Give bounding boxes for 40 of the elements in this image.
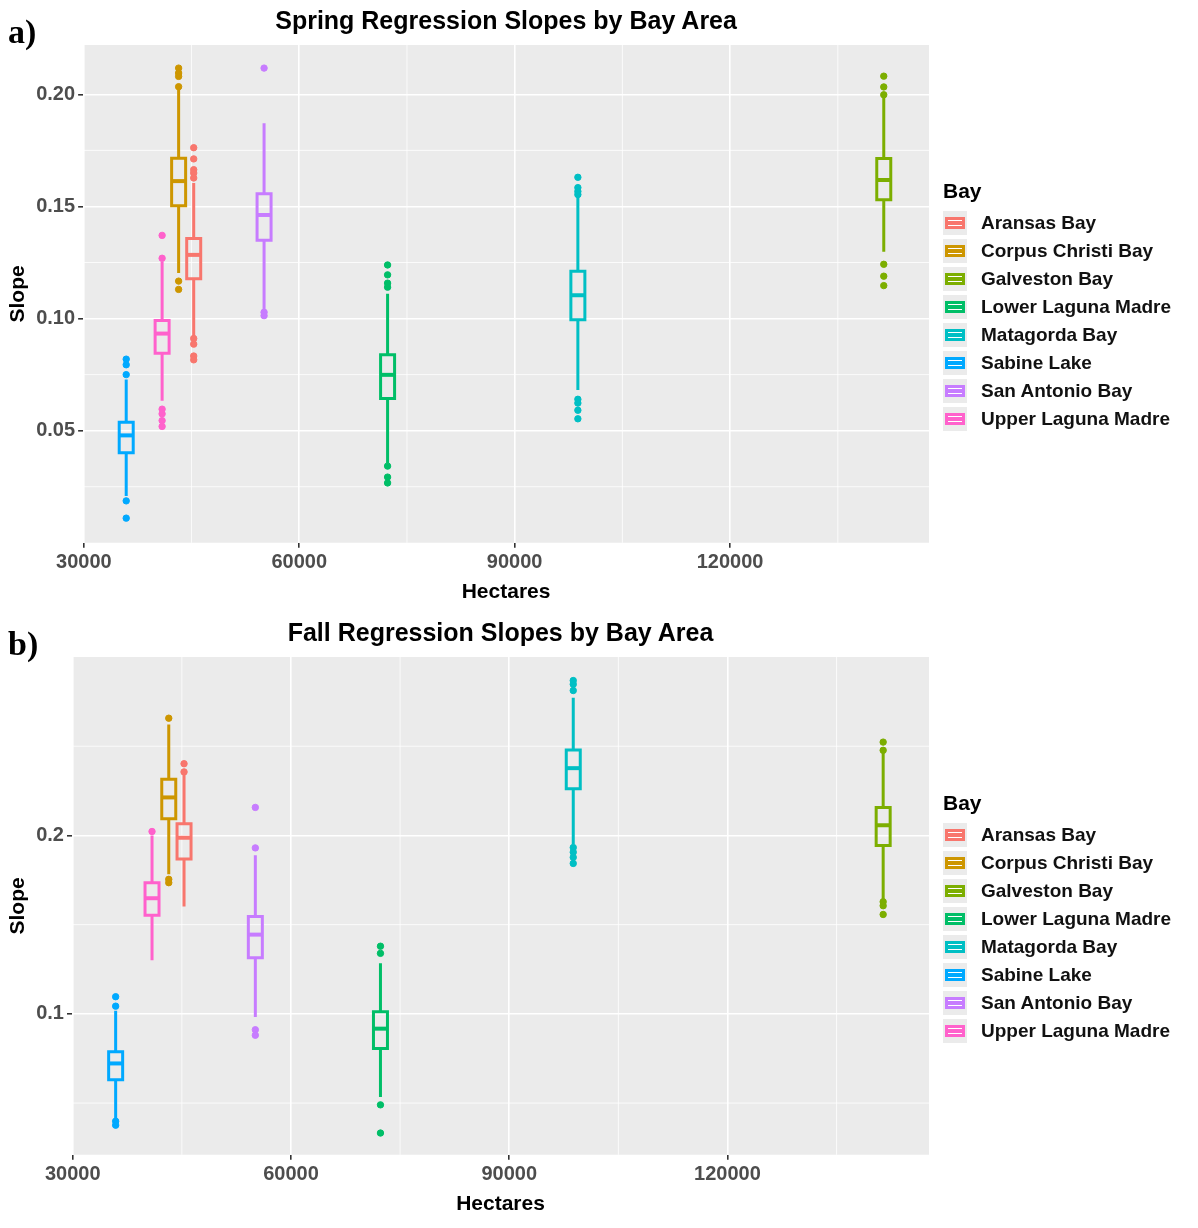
x-tick-label: 90000 bbox=[481, 1162, 538, 1185]
chart-title: Fall Regression Slopes by Bay Area bbox=[287, 617, 715, 646]
y-axis-title: Slope bbox=[5, 877, 29, 935]
y-tick-label: 0.10 bbox=[36, 306, 76, 329]
y-axis-title: Slope bbox=[5, 265, 29, 323]
legend-label: Lower Laguna Madre bbox=[981, 908, 1172, 930]
legend-label: Galveston Bay bbox=[981, 268, 1113, 290]
legend-label: Upper Laguna Madre bbox=[981, 408, 1170, 430]
legend-label: Matagorda Bay bbox=[981, 936, 1118, 958]
x-tick-label: 120000 bbox=[696, 550, 764, 573]
legend-label: Sabine Lake bbox=[981, 964, 1092, 986]
legend-title: Bay bbox=[943, 791, 983, 815]
y-tick-label: 0.2 bbox=[36, 822, 64, 845]
legend-label: Corpus Christi Bay bbox=[981, 852, 1154, 874]
legend-title: Bay bbox=[943, 179, 983, 203]
chart-title: Spring Regression Slopes by Bay Area bbox=[275, 5, 739, 34]
legend-label: Corpus Christi Bay bbox=[981, 240, 1154, 262]
legend-label: San Antonio Bay bbox=[981, 380, 1133, 402]
legend-label: Aransas Bay bbox=[981, 212, 1097, 234]
y-tick-label: 0.05 bbox=[36, 418, 76, 441]
x-axis-title: Hectares bbox=[461, 579, 551, 603]
legend-label: Sabine Lake bbox=[981, 352, 1092, 374]
legend-label: Galveston Bay bbox=[981, 880, 1113, 902]
y-tick-label: 0.15 bbox=[36, 193, 76, 216]
legend-label: Matagorda Bay bbox=[981, 324, 1118, 346]
legend-label: Upper Laguna Madre bbox=[981, 1020, 1170, 1042]
x-tick-label: 90000 bbox=[486, 550, 543, 573]
text: b) bbox=[8, 624, 39, 663]
y-tick-label: 0.20 bbox=[36, 81, 76, 104]
legend-label: San Antonio Bay bbox=[981, 992, 1133, 1014]
x-tick-label: 60000 bbox=[263, 1162, 319, 1185]
legend-label: Lower Laguna Madre bbox=[981, 296, 1172, 318]
text: a) bbox=[8, 12, 37, 51]
x-tick-label: 30000 bbox=[44, 1162, 101, 1185]
x-tick-label: 120000 bbox=[694, 1162, 761, 1185]
x-tick-label: 30000 bbox=[56, 550, 112, 573]
x-tick-label: 60000 bbox=[271, 550, 328, 573]
y-tick-label: 0.1 bbox=[36, 1001, 64, 1024]
legend-label: Aransas Bay bbox=[981, 824, 1097, 846]
x-axis-title: Hectares bbox=[456, 1191, 545, 1215]
